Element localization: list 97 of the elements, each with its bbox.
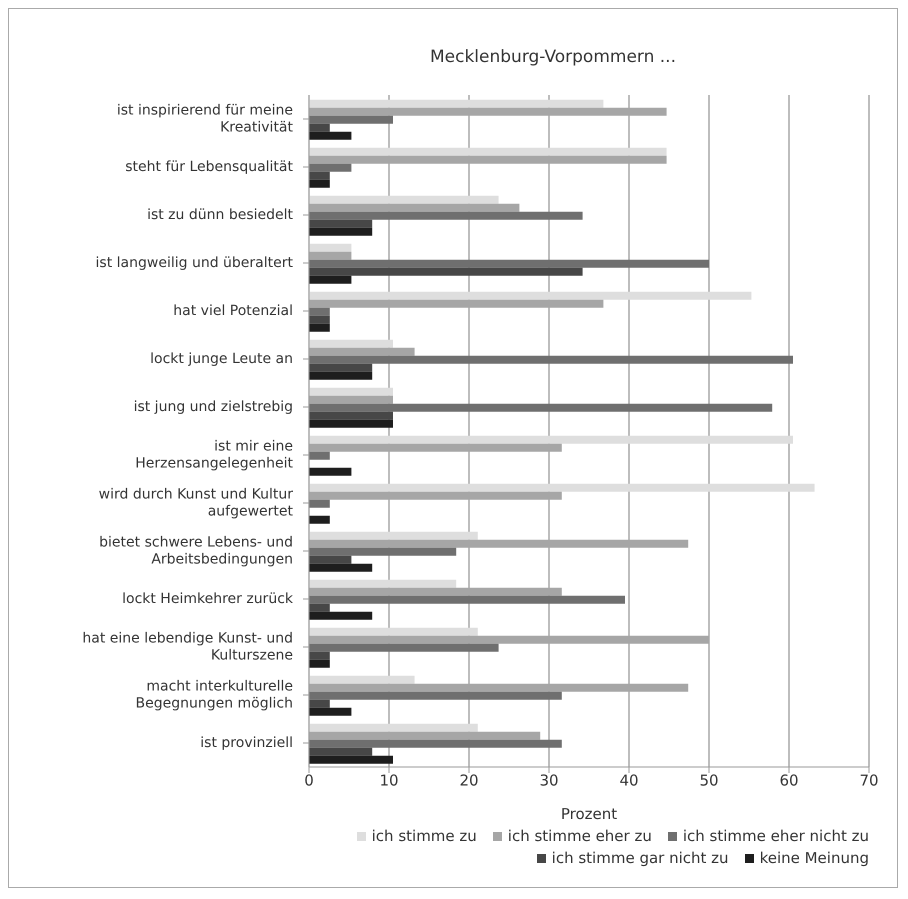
- bar: [309, 492, 562, 500]
- bar: [309, 172, 330, 180]
- bar: [309, 468, 352, 476]
- y-tick-label: steht für Lebensqualität: [125, 159, 294, 175]
- x-tick-label: 60: [779, 772, 799, 790]
- bar: [309, 684, 688, 692]
- bar: [309, 268, 583, 276]
- bar: [309, 364, 372, 372]
- bar: [309, 156, 667, 164]
- bar: [309, 372, 372, 380]
- bar: [309, 292, 752, 300]
- bar: [309, 316, 330, 324]
- bar: [309, 404, 772, 412]
- bar: [309, 308, 330, 316]
- y-tick-label: macht interkulturelle Begegnungen möglich: [136, 678, 293, 712]
- x-axis-title: Prozent: [560, 805, 618, 823]
- y-tick-label: hat viel Potenzial: [173, 303, 293, 319]
- legend-label: keine Meinung: [758, 849, 869, 867]
- bar: [309, 164, 352, 172]
- bar: [309, 444, 562, 452]
- bar: [309, 412, 393, 420]
- bar: [309, 532, 478, 540]
- legend-label: ich stimme zu: [370, 827, 477, 845]
- bar: [309, 628, 478, 636]
- legend-label: ich stimme eher zu: [506, 827, 652, 845]
- bar: [309, 132, 352, 140]
- y-tick-label: wird durch Kunst und Kultur aufgewertet: [98, 486, 294, 520]
- y-tick-label: ist mir eine Herzensangelegenheit: [135, 438, 294, 472]
- y-tick-label: lockt Heimkehrer zurück: [122, 591, 294, 607]
- bar: [309, 228, 372, 236]
- y-tick-label: ist zu dünn besiedelt: [147, 207, 294, 223]
- x-tick-label: 0: [304, 772, 314, 790]
- bar: [309, 756, 393, 764]
- bar: [309, 612, 372, 620]
- x-tick-label: 50: [699, 772, 719, 790]
- bar: [309, 356, 793, 364]
- bar: [309, 748, 372, 756]
- bar: [309, 108, 667, 116]
- bar: [309, 204, 520, 212]
- bar: [309, 260, 709, 268]
- bar: [309, 564, 372, 572]
- legend-label: ich stimme eher nicht zu: [682, 827, 869, 845]
- bar: [309, 660, 330, 668]
- bar: [309, 276, 352, 284]
- bar: [309, 124, 330, 132]
- bar: [309, 116, 393, 124]
- bar: [309, 300, 604, 308]
- bar: [309, 604, 330, 612]
- bar: [309, 396, 393, 404]
- bar: [309, 100, 604, 108]
- bar: [309, 724, 478, 732]
- bar: [309, 580, 456, 588]
- bar: [309, 244, 352, 252]
- bar: [309, 324, 330, 332]
- y-tick-label: ist jung und zielstrebig: [134, 399, 293, 415]
- bar: [309, 484, 815, 492]
- bar: [309, 220, 372, 228]
- chart-title: Mecklenburg-Vorpommern ...: [428, 47, 677, 69]
- y-tick-label: bietet schwere Lebens- und Arbeitsbedingungen: [99, 534, 293, 568]
- bar: [309, 436, 793, 444]
- bar: [309, 732, 540, 740]
- bar: [309, 420, 393, 428]
- bar: [309, 548, 456, 556]
- bar: [309, 180, 330, 188]
- bar: [309, 252, 352, 260]
- y-tick-label: lockt junge Leute an: [150, 351, 293, 367]
- bar: [309, 676, 415, 684]
- bar: [309, 540, 688, 548]
- bar: [309, 556, 352, 564]
- x-tick-label: 30: [539, 772, 559, 790]
- bar: [309, 596, 625, 604]
- x-tick-label: 20: [459, 772, 479, 790]
- legend-label: ich stimme gar nicht zu: [550, 849, 729, 867]
- bar: [309, 644, 499, 652]
- bar: [309, 196, 499, 204]
- bar: [309, 516, 330, 524]
- bar: [309, 212, 583, 220]
- x-tick-label: 40: [619, 772, 639, 790]
- bar: [309, 708, 352, 716]
- bar: [309, 500, 330, 508]
- bar: [309, 700, 330, 708]
- y-tick-label: ist langweilig und überaltert: [96, 255, 294, 271]
- bar: [309, 636, 709, 644]
- bar: [309, 452, 330, 460]
- y-tick-label: ist provinziell: [200, 735, 293, 751]
- bar: [309, 388, 393, 396]
- bar: [309, 340, 393, 348]
- bar: [309, 588, 562, 596]
- bar: [309, 740, 562, 748]
- bar: [309, 148, 667, 156]
- y-tick-label: ist inspirierend für meine Kreativität: [116, 102, 294, 136]
- bar: [309, 348, 415, 356]
- x-tick-label: 70: [859, 772, 879, 790]
- bar: [309, 692, 562, 700]
- bar: [309, 652, 330, 660]
- x-tick-label: 10: [379, 772, 399, 790]
- y-tick-label: hat eine lebendige Kunst- und Kulturszene: [82, 630, 293, 664]
